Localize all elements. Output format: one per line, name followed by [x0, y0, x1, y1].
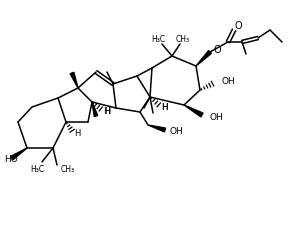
Text: CH₃: CH₃: [176, 35, 190, 45]
Text: CH₃: CH₃: [61, 165, 75, 174]
Text: H: H: [104, 108, 110, 117]
Polygon shape: [148, 125, 166, 132]
Text: O: O: [213, 45, 221, 55]
Text: H: H: [74, 128, 80, 138]
Text: H: H: [104, 108, 110, 117]
Text: H₃C: H₃C: [30, 165, 44, 174]
Text: OH: OH: [170, 127, 184, 136]
Polygon shape: [11, 148, 27, 160]
Polygon shape: [184, 105, 203, 117]
Text: OH: OH: [210, 114, 224, 122]
Text: HO: HO: [4, 156, 18, 164]
Text: H₃C: H₃C: [151, 35, 165, 45]
Text: O: O: [234, 21, 242, 31]
Polygon shape: [92, 102, 98, 117]
Polygon shape: [196, 51, 211, 66]
Polygon shape: [70, 72, 78, 88]
Text: OH: OH: [222, 77, 236, 87]
Text: H: H: [161, 104, 167, 113]
Text: H: H: [161, 104, 167, 113]
